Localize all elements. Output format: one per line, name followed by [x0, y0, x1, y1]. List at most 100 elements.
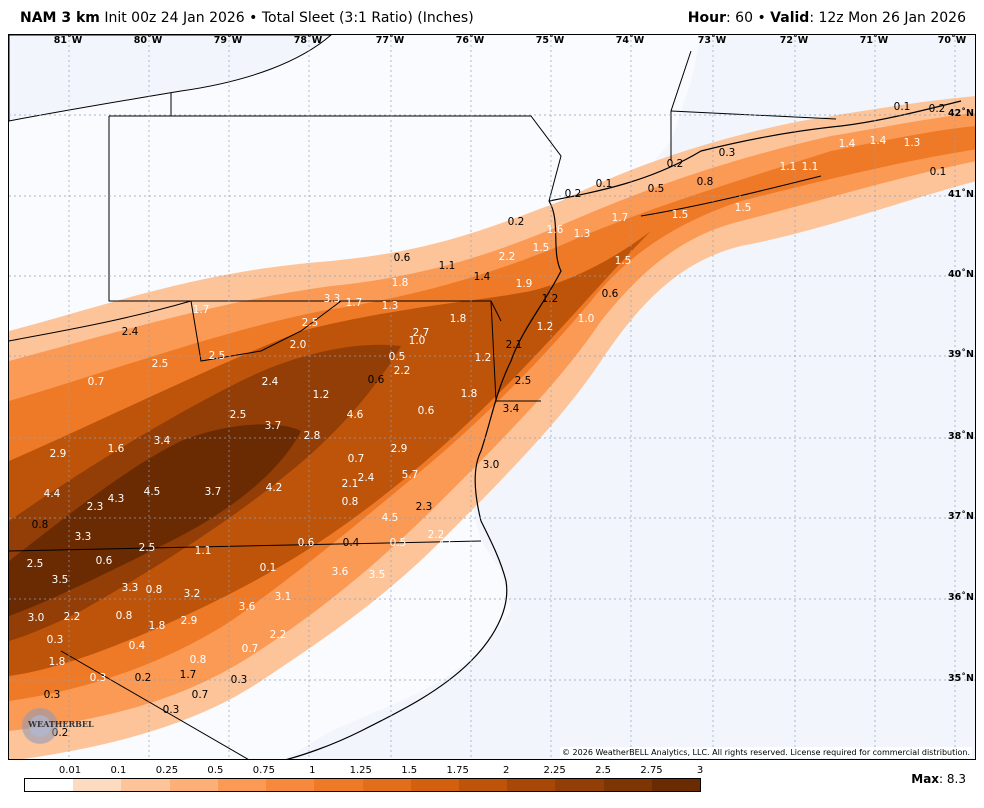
color-scale-tick: 0.25: [155, 765, 179, 776]
max-label: Max: [911, 772, 940, 786]
value-label: 1.4: [838, 137, 856, 150]
color-scale-tick: 3: [696, 765, 704, 776]
value-label: 1.8: [48, 655, 66, 668]
value-label: 1.2: [474, 351, 492, 364]
value-label: 2.5: [514, 374, 532, 387]
longitude-label: 81˚W: [53, 35, 83, 46]
value-label: 1.0: [577, 312, 595, 325]
value-label: 0.3: [230, 673, 248, 686]
value-label: 2.2: [269, 628, 287, 641]
longitude-label: 72˚W: [779, 35, 809, 46]
value-label: 4.4: [43, 487, 61, 500]
model-name: NAM 3 km: [20, 10, 100, 26]
value-label: 0.3: [718, 146, 736, 159]
value-label: 2.1: [341, 477, 359, 490]
color-scale-swatch: [507, 779, 556, 791]
color-scale-tick: 0.5: [207, 765, 224, 776]
value-label: 0.2: [134, 671, 152, 684]
value-label: 3.4: [153, 434, 171, 447]
value-label: 2.5: [229, 408, 247, 421]
value-label: 2.1: [505, 338, 523, 351]
value-label: 0.3: [43, 688, 61, 701]
value-label: 1.2: [541, 292, 559, 305]
latitude-label: 40˚N: [948, 269, 974, 280]
value-label: 0.5: [389, 536, 407, 549]
value-label: 0.6: [417, 404, 435, 417]
value-label: 1.8: [460, 387, 478, 400]
map-title: NAM 3 km Init 00z 24 Jan 2026 • Total Sl…: [20, 10, 474, 26]
value-label: 0.7: [241, 642, 259, 655]
value-label: 1.4: [869, 134, 887, 147]
max-value: Max: 8.3: [911, 772, 966, 786]
value-label: 2.5: [208, 349, 226, 362]
value-label: 1.6: [107, 442, 125, 455]
value-label: 1.1: [801, 160, 819, 173]
value-label: 0.3: [162, 703, 180, 716]
value-label: 0.8: [115, 609, 133, 622]
value-label: 1.8: [148, 619, 166, 632]
longitude-label: 79˚W: [213, 35, 243, 46]
value-label: 0.8: [189, 653, 207, 666]
latitude-label: 35˚N: [948, 673, 974, 684]
value-label: 2.4: [261, 375, 279, 388]
value-label: 5.7: [401, 468, 419, 481]
value-label: 1.2: [312, 388, 330, 401]
valid-value: : 12z Mon 26 Jan 2026: [809, 10, 966, 26]
longitude-label: 80˚W: [133, 35, 163, 46]
value-label: 0.8: [145, 583, 163, 596]
value-label: 0.2: [928, 102, 946, 115]
value-label: 0.6: [601, 287, 619, 300]
value-label: 0.3: [46, 633, 64, 646]
value-label: 0.8: [31, 518, 49, 531]
longitude-label: 73˚W: [697, 35, 727, 46]
value-label: 3.1: [274, 590, 292, 603]
weatherbell-logo: WEATHERBELL: [22, 708, 94, 744]
value-label: 0.6: [393, 251, 411, 264]
longitude-label: 70˚W: [937, 35, 967, 46]
valid-time: Hour: 60 • Valid: 12z Mon 26 Jan 2026: [688, 10, 966, 26]
color-scale-swatch: [410, 779, 459, 791]
title-bullet: •: [249, 10, 258, 26]
color-scale-tick: 0.01: [58, 765, 82, 776]
value-label: 3.6: [238, 600, 256, 613]
value-label: 1.2: [536, 320, 554, 333]
color-scale: [24, 778, 701, 792]
value-label: 0.8: [696, 175, 714, 188]
longitude-label: 78˚W: [293, 35, 323, 46]
value-label: 2.4: [357, 471, 375, 484]
value-label: 4.3: [107, 492, 125, 505]
color-scale-swatch: [266, 779, 315, 791]
longitude-label: 75˚W: [535, 35, 565, 46]
value-label: 4.6: [346, 408, 364, 421]
color-scale-tick: 0.75: [252, 765, 275, 776]
value-label: 3.3: [74, 530, 92, 543]
color-scale-swatch: [362, 779, 411, 791]
value-label: 0.8: [341, 495, 359, 508]
value-label: 0.6: [367, 373, 385, 386]
value-label: 0.7: [87, 375, 105, 388]
color-scale-swatch: [458, 779, 508, 791]
value-label: 2.9: [180, 614, 198, 627]
value-label: 1.4: [473, 270, 491, 283]
value-label: 2.0: [289, 338, 307, 351]
color-scale-tick: 2.75: [640, 765, 663, 776]
value-label: 0.5: [388, 350, 406, 363]
value-label: 2.5: [26, 557, 44, 570]
latitude-label: 38˚N: [948, 431, 974, 442]
color-scale-tick: 1: [309, 765, 316, 776]
value-label: 0.3: [89, 671, 107, 684]
color-scale-swatch: [169, 779, 218, 791]
value-label: 3.3: [121, 581, 139, 594]
value-label: 1.1: [779, 160, 797, 173]
value-label: 0.1: [929, 165, 947, 178]
value-label: 0.7: [191, 688, 209, 701]
value-label: 2.3: [86, 500, 104, 513]
hour-label: Hour: [687, 10, 727, 26]
color-scale-swatch: [121, 779, 170, 791]
title-bullet: •: [757, 10, 766, 26]
value-label: 3.4: [502, 402, 520, 415]
color-scale-tick: 0.1: [110, 765, 127, 776]
sleet-map: [8, 34, 976, 760]
value-label: 2.2: [393, 364, 411, 377]
value-label: 1.6: [546, 223, 564, 236]
